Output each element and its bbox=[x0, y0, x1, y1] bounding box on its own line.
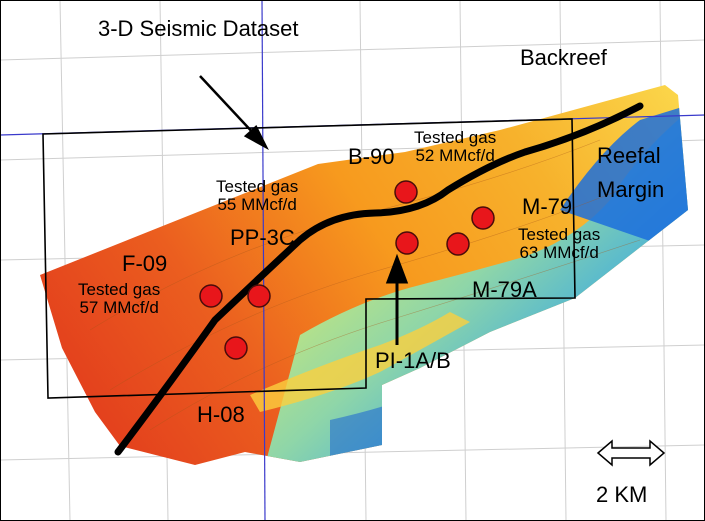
test-f09: Tested gas 57 MMcf/d bbox=[78, 281, 160, 318]
test-b90-line2: 52 MMcf/d bbox=[414, 147, 496, 165]
test-b90-line1: Tested gas bbox=[414, 129, 496, 147]
test-f09-line2: 57 MMcf/d bbox=[78, 299, 160, 317]
well-label-b90: B-90 bbox=[348, 146, 394, 168]
scale-bar-label: 2 KM bbox=[596, 484, 647, 506]
well-label-h08: H-08 bbox=[197, 404, 245, 426]
map-title: 3-D Seismic Dataset bbox=[98, 18, 299, 40]
reefal-label: Reefal bbox=[597, 145, 661, 167]
well-label-pi1: PI-1A/B bbox=[375, 350, 451, 372]
well-label-m79a: M-79A bbox=[472, 279, 537, 301]
test-b90: Tested gas 52 MMcf/d bbox=[414, 129, 496, 166]
test-m79-line1: Tested gas bbox=[518, 226, 600, 244]
well-label-m79: M-79 bbox=[522, 196, 572, 218]
test-pp3c-line1: Tested gas bbox=[216, 178, 298, 196]
test-pp3c-line2: 55 MMcf/d bbox=[216, 196, 298, 214]
test-f09-line1: Tested gas bbox=[78, 281, 160, 299]
margin-label: Margin bbox=[597, 179, 664, 201]
well-label-pp3c: PP-3C bbox=[230, 227, 295, 249]
test-m79-line2: 63 MMcf/d bbox=[518, 244, 600, 262]
test-m79: Tested gas 63 MMcf/d bbox=[518, 226, 600, 263]
backreef-label: Backreef bbox=[520, 47, 607, 69]
well-label-f09: F-09 bbox=[122, 253, 167, 275]
test-pp3c: Tested gas 55 MMcf/d bbox=[216, 178, 298, 215]
